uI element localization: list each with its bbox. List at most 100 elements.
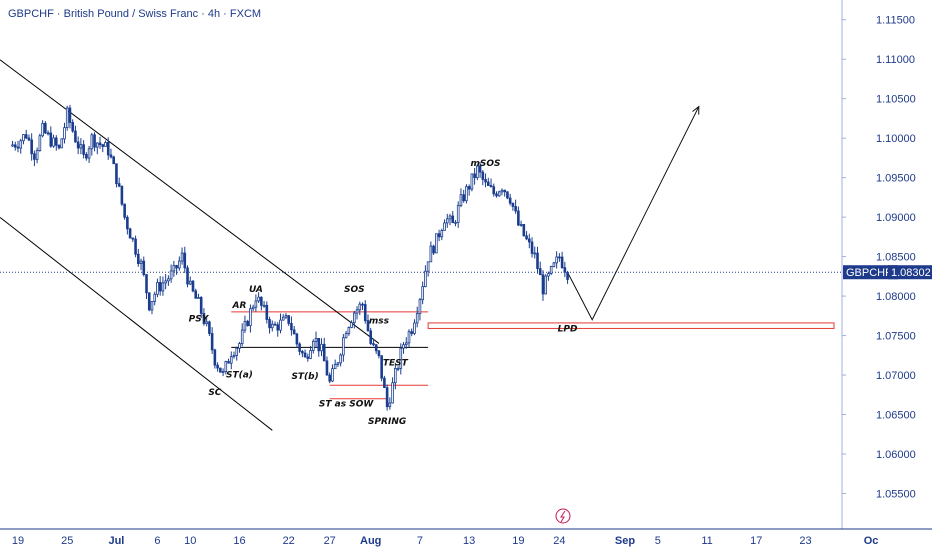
candle-body (339, 354, 342, 364)
annotation-label: ST(b) (291, 372, 318, 382)
candle-body (98, 142, 102, 146)
candle-body (11, 144, 14, 147)
candle-body (514, 206, 517, 212)
candle-body (432, 245, 435, 254)
candle-body (126, 216, 129, 230)
x-tick-label: 16 (233, 535, 245, 547)
candle-body (19, 140, 23, 149)
candle-body (202, 313, 206, 324)
candle-body (71, 122, 74, 132)
candle-body (227, 361, 230, 364)
candle-body (459, 194, 463, 206)
candle-body (147, 292, 151, 311)
candle-body (448, 215, 452, 220)
x-tick-label: 25 (61, 535, 73, 547)
candle-body (361, 303, 364, 306)
x-tick-label: 19 (512, 535, 524, 547)
x-tick-label: 6 (154, 535, 160, 547)
x-tick-label: 5 (655, 535, 661, 547)
candle-body (22, 134, 25, 142)
candle-body (311, 341, 315, 351)
candle-body (112, 156, 115, 165)
x-tick-label: 27 (324, 535, 336, 547)
x-tick-label: Jul (108, 535, 124, 547)
candle-body (38, 135, 42, 151)
candle-body (369, 330, 373, 344)
candle-body (205, 321, 208, 324)
candle-body (123, 203, 126, 218)
y-tick-label: 1.06000 (876, 449, 916, 461)
candle-body (536, 252, 539, 270)
candle-body (511, 202, 515, 207)
candle-body (415, 313, 419, 324)
candle-body (169, 270, 173, 280)
trendline-channel-upper (9, 66, 380, 344)
candle-body (221, 371, 225, 374)
candle-body (197, 297, 200, 299)
candle-body (295, 333, 299, 345)
candle-body (281, 316, 285, 321)
candle-body (413, 322, 416, 334)
candle-body (476, 165, 479, 179)
candle-body (85, 153, 88, 159)
candle-body (249, 308, 252, 327)
x-tick-label: 7 (417, 535, 423, 547)
candle-body (76, 141, 80, 149)
candle-body (120, 185, 124, 205)
price-tag-value-bg (888, 265, 932, 280)
candle-body (394, 368, 397, 384)
candle-body (254, 300, 258, 308)
candle-body (465, 186, 468, 202)
candle-body (109, 154, 113, 158)
candle-body (407, 331, 411, 344)
candle-body (473, 173, 476, 179)
zone-lpd-zone (427, 322, 835, 329)
candle-body (478, 165, 482, 173)
candle-body (186, 267, 189, 285)
y-tick-label: 1.09500 (876, 173, 916, 185)
candle-body (33, 153, 36, 160)
candles-layer (11, 104, 569, 411)
candle-body (229, 356, 233, 364)
y-tick-label: 1.08500 (876, 252, 916, 264)
candle-body (508, 197, 512, 204)
candle-body (424, 270, 427, 288)
annotation-label: LPD (558, 325, 578, 335)
candle-body (79, 144, 83, 149)
candle-body (517, 210, 520, 226)
candle-body (402, 344, 405, 349)
candle-body (161, 282, 165, 292)
candle-body (164, 280, 167, 284)
candle-body (251, 306, 255, 310)
candle-body (336, 362, 340, 365)
x-tick-label: Aug (360, 535, 381, 547)
annotation-label: mSOS (471, 159, 501, 169)
candle-body (426, 261, 430, 272)
y-tick-label: 1.09000 (876, 212, 916, 224)
y-tick-label: 1.11000 (876, 54, 915, 66)
y-tick-label: 1.08000 (876, 291, 916, 303)
annotation-label: PSY (189, 314, 210, 324)
candle-body (506, 191, 509, 199)
candle-body (35, 150, 39, 160)
candle-body (292, 329, 296, 335)
candle-body (145, 274, 148, 294)
candle-body (270, 323, 274, 329)
candle-body (95, 142, 99, 148)
x-tick-label: Oc (864, 535, 879, 547)
annotation-label: AR (232, 301, 247, 311)
candle-body (533, 252, 537, 255)
candle-body (350, 322, 353, 328)
candle-body (24, 134, 28, 139)
candle-body (558, 256, 561, 259)
candle-body (328, 374, 332, 382)
candle-body (418, 299, 422, 315)
trendlines-layer (0, 59, 700, 431)
candle-body (377, 350, 381, 356)
candle-body (265, 304, 269, 320)
x-tick-label: 17 (750, 535, 762, 547)
candle-body (320, 343, 323, 352)
